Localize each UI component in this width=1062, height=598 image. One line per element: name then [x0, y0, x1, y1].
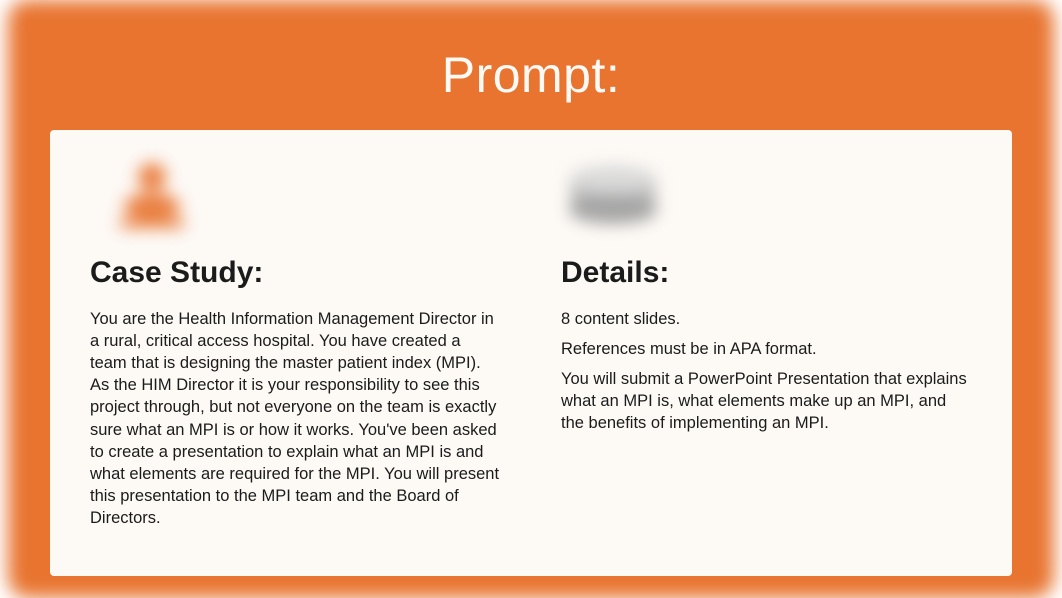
case-study-heading: Case Study:: [90, 256, 501, 290]
person-stamp-icon: [90, 160, 501, 232]
right-column: Details: 8 content slides. References mu…: [561, 160, 972, 576]
details-line: References must be in APA format.: [561, 338, 972, 360]
content-panel: Case Study: You are the Health Informati…: [50, 130, 1012, 576]
slide-title: Prompt:: [8, 0, 1054, 104]
details-line: 8 content slides.: [561, 308, 972, 330]
stack-box-icon: [561, 160, 972, 232]
details-body: 8 content slides. References must be in …: [561, 308, 972, 435]
details-line: You will submit a PowerPoint Presentatio…: [561, 368, 972, 434]
details-heading: Details:: [561, 256, 972, 290]
case-study-body: You are the Health Information Managemen…: [90, 308, 501, 529]
left-column: Case Study: You are the Health Informati…: [90, 160, 501, 576]
